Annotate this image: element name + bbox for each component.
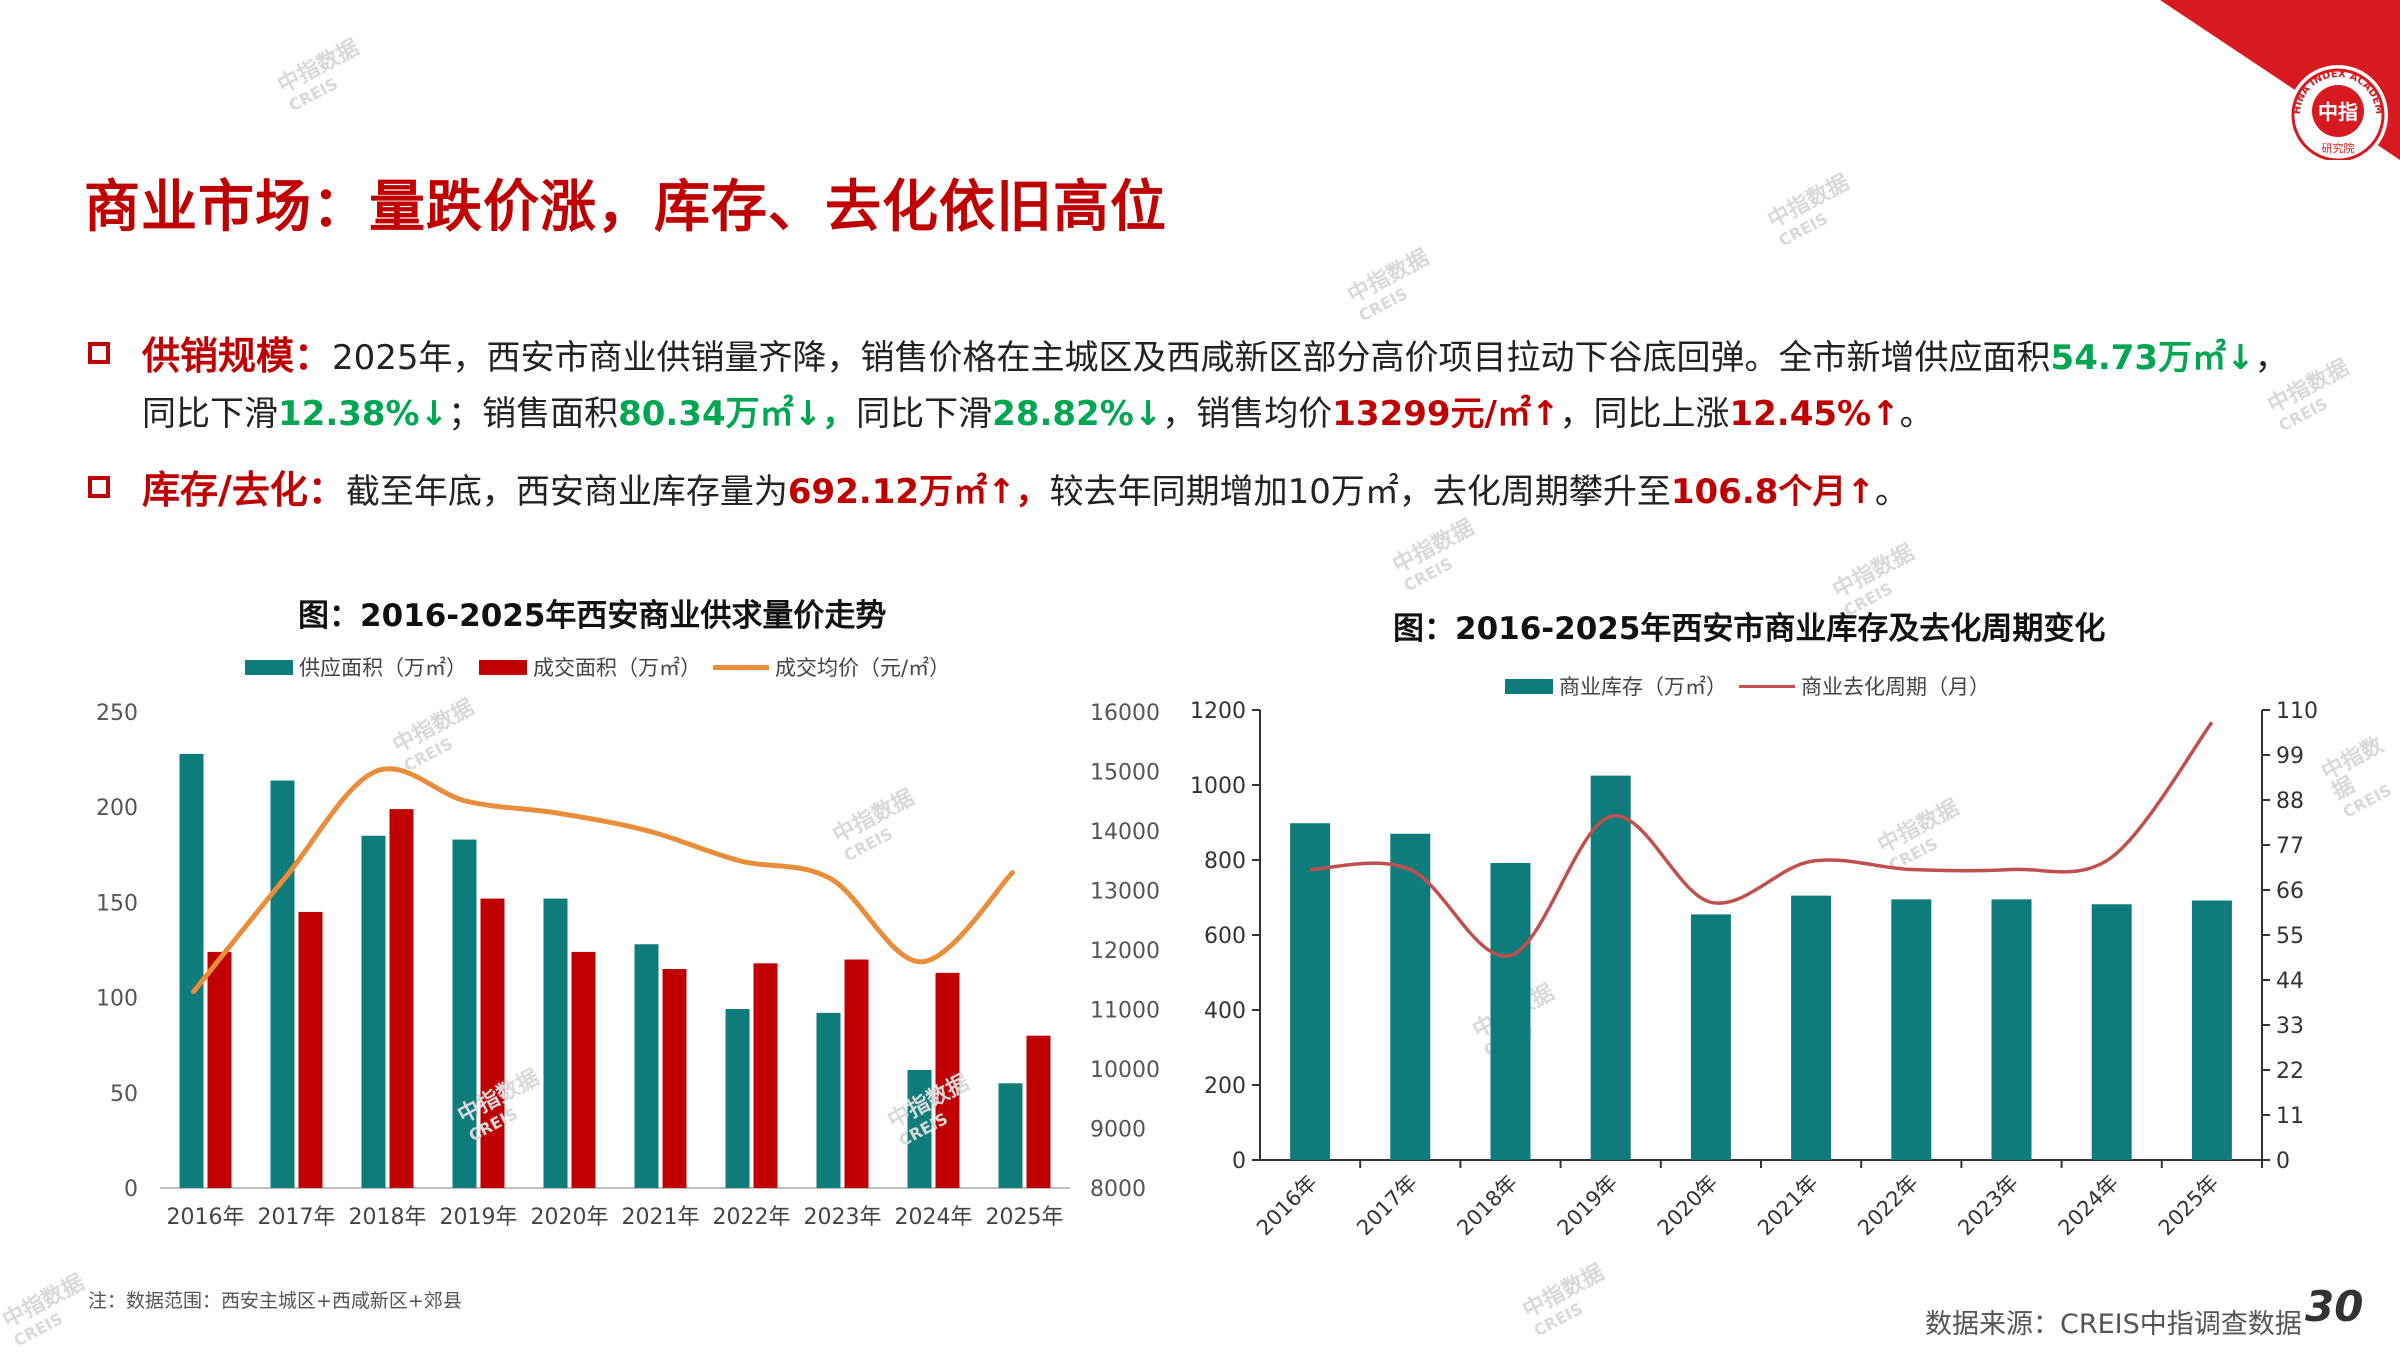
y-left-tick-label: 50 (110, 1082, 138, 1107)
x-tick-label: 2025年 (986, 1205, 1064, 1230)
y-left-tick-label: 150 (96, 891, 138, 916)
y-right-tick-label: 12000 (1090, 939, 1160, 964)
bar-deal (935, 972, 960, 1188)
bullet-segment: 。 (1899, 394, 1934, 434)
y-left-tick-label: 0 (124, 1177, 138, 1202)
series-line-price (191, 766, 1015, 995)
bar-supply (634, 944, 659, 1188)
bar-deal (571, 951, 596, 1188)
bullet-box-icon (88, 342, 110, 364)
bar-deal (389, 809, 414, 1188)
highlight-value: 106.8个月↑ (1670, 472, 1875, 512)
data-source: 数据来源：CREIS中指调查数据 (1925, 1309, 2302, 1340)
bullet-segment: 截至年底，西安商业库存量为 (345, 472, 788, 512)
chart1-legend: 供应面积（万㎡） 成交面积（万㎡） 成交均价（元/㎡） (245, 652, 962, 682)
footnote: 注：数据范围：西安主城区+西咸新区+郊县 (88, 1290, 462, 1312)
x-tick-label: 2023年 (804, 1205, 882, 1230)
y-right-tick-label: 9000 (1090, 1118, 1146, 1143)
logo-text: 中指 (2318, 100, 2358, 124)
bullet-segment: 同比下滑 (856, 394, 993, 434)
bullet-segment: 。 (1874, 472, 1909, 512)
chart2-title: 图：2016-2025年西安市商业库存及去化周期变化 (1393, 611, 2106, 647)
summary-bullets: 供销规模：2025年，西安市商业供销量齐降，销售价格在主城区及西咸新区部分高价项… (84, 328, 2314, 540)
bullet-supply-sales: 供销规模：2025年，西安市商业供销量齐降，销售价格在主城区及西咸新区部分高价项… (84, 328, 2314, 442)
bar-supply (179, 753, 204, 1188)
bar-deal (298, 911, 323, 1188)
bullet-segment: ，销售均价 (1162, 394, 1333, 434)
x-tick-label: 2019年 (440, 1205, 518, 1230)
highlight-value: 12.45%↑ (1729, 394, 1900, 434)
highlight-value: 692.12万㎡↑， (787, 472, 1050, 512)
logo-inner-circle (2312, 85, 2364, 137)
y-right-tick-label: 10000 (1090, 1058, 1160, 1083)
bar-deal (480, 898, 505, 1188)
legend-item-price: 成交均价（元/㎡） (713, 652, 950, 682)
highlight-value: 28.82%↓ (992, 394, 1163, 434)
legend-item-deal: 成交面积（万㎡） (479, 652, 701, 682)
bar-supply (270, 780, 295, 1188)
bullet-segment: ；销售面积 (448, 394, 619, 434)
x-tick-label: 2016年 (167, 1205, 245, 1230)
bullet-segment: ，同比下滑 (142, 338, 2289, 434)
chart1-title: 图：2016-2025年西安商业供求量价走势 (298, 598, 887, 634)
highlight-value: 13299元/㎡↑ (1332, 394, 1560, 434)
bullet-text: 截至年底，西安商业库存量为692.12万㎡↑，较去年同期增加10万㎡，去化周期攀… (346, 472, 1909, 512)
bar-supply (543, 898, 568, 1188)
logo-sub-text: 研究院 (2322, 141, 2355, 155)
corner-logo: 中指 CHINA INDEX ACADEMY 研究院 (2160, 0, 2400, 160)
bar-deal (662, 969, 687, 1188)
bar-supply (998, 1083, 1023, 1188)
bar-supply (816, 1012, 841, 1188)
y-right-tick-label: 13000 (1090, 880, 1160, 905)
bar-deal (207, 951, 232, 1188)
y-right-tick-label: 15000 (1090, 761, 1160, 786)
y-right-tick-label: 8000 (1090, 1177, 1146, 1202)
bullet-box-icon (88, 476, 110, 498)
x-tick-label: 2022年 (713, 1205, 791, 1230)
bullet-text: 2025年，西安市商业供销量齐降，销售价格在主城区及西咸新区部分高价项目拉动下谷… (142, 338, 2289, 434)
bullet-segment: ，同比上涨 (1559, 394, 1730, 434)
x-tick-label: 2021年 (622, 1205, 700, 1230)
x-tick-label: 2020年 (531, 1205, 609, 1230)
x-tick-label: 2017年 (258, 1205, 336, 1230)
legend-item-supply: 供应面积（万㎡） (245, 652, 467, 682)
y-left-tick-label: 250 (96, 701, 138, 726)
bullet-segment: 2025年，西安市商业供销量齐降，销售价格在主城区及西咸新区部分高价项目拉动下谷… (332, 338, 2051, 378)
highlight-value: 80.34万㎡↓， (618, 394, 857, 434)
x-tick-label: 2024年 (895, 1205, 973, 1230)
bar-deal (753, 963, 778, 1188)
chart2-legend: 商业库存（万㎡） 商业去化周期（月） (1505, 671, 2002, 701)
bar-deal (1026, 1035, 1051, 1188)
legend-item-inventory: 商业库存（万㎡） (1505, 671, 1727, 701)
legend-item-cycle: 商业去化周期（月） (1739, 671, 1990, 701)
highlight-value: 54.73万㎡↓ (2050, 338, 2255, 378)
y-right-tick-label: 16000 (1090, 701, 1160, 726)
bullet-inventory: 库存/去化：截至年底，西安商业库存量为692.12万㎡↑，较去年同期增加10万㎡… (84, 462, 2314, 520)
page-title: 商业市场：量跌价涨，库存、去化依旧高位 (84, 175, 1167, 240)
x-tick-label: 2018年 (349, 1205, 427, 1230)
bullet-segment: 较去年同期增加10万㎡，去化周期攀升至 (1049, 472, 1671, 512)
bar-supply (907, 1069, 932, 1188)
bullet-lead: 供销规模： (142, 334, 333, 378)
bullet-lead: 库存/去化： (142, 468, 346, 512)
bar-supply (452, 839, 477, 1188)
y-left-tick-label: 100 (96, 987, 138, 1012)
bar-deal (844, 959, 869, 1188)
bar-supply (725, 1009, 750, 1188)
page-number: 30 (2305, 1282, 2364, 1331)
y-right-tick-label: 11000 (1090, 999, 1160, 1024)
y-left-tick-label: 200 (96, 796, 138, 821)
highlight-value: 12.38%↓ (278, 394, 449, 434)
bar-supply (361, 835, 386, 1188)
y-right-tick-label: 14000 (1090, 820, 1160, 845)
